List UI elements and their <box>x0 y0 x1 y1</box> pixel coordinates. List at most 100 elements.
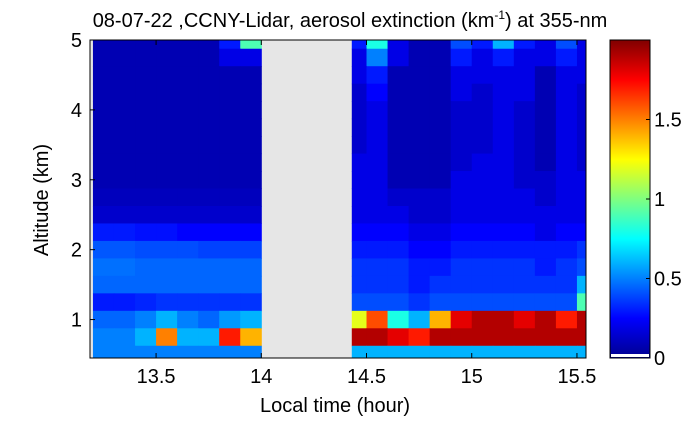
heatmap-cell <box>177 153 199 172</box>
heatmap-cell <box>177 328 199 347</box>
heatmap-cell <box>513 223 536 242</box>
heatmap-cell <box>240 275 262 294</box>
heatmap-cell <box>156 293 178 312</box>
heatmap-cell <box>156 48 178 67</box>
heatmap-cell <box>534 118 557 137</box>
heatmap-cell <box>156 275 178 294</box>
heatmap-cell <box>513 66 536 85</box>
heatmap-cell <box>576 205 586 224</box>
heatmap-cell <box>113 293 136 312</box>
heatmap-cell <box>471 40 494 50</box>
heatmap-cell <box>177 310 199 329</box>
heatmap-cell <box>471 310 494 329</box>
heatmap-cell <box>576 101 586 120</box>
heatmap-cell <box>177 118 199 137</box>
heatmap-cell <box>576 153 586 172</box>
plot-frame <box>89 39 587 359</box>
heatmap-cell <box>198 136 220 155</box>
heatmap-cell <box>351 40 368 50</box>
heatmap-cell <box>513 240 536 259</box>
heatmap-cell <box>408 205 431 224</box>
heatmap-cell <box>351 205 368 224</box>
heatmap-cell <box>156 118 178 137</box>
heatmap-cell <box>198 258 220 277</box>
heatmap-cell <box>156 101 178 120</box>
heatmap-cell <box>408 328 431 347</box>
colorbar-tick-label: 1 <box>654 189 665 211</box>
x-tick-label: 13.5 <box>137 366 176 388</box>
heatmap-cell <box>198 275 220 294</box>
heatmap-cell <box>555 188 578 207</box>
heatmap-cell <box>450 40 473 50</box>
heatmap-cell <box>240 293 262 312</box>
heatmap-cell <box>471 66 494 85</box>
heatmap-cell <box>450 205 473 224</box>
heatmap-cell <box>240 310 262 329</box>
x-tick-label: 14 <box>250 366 272 388</box>
heatmap-cell <box>135 153 157 172</box>
heatmap-cell <box>408 136 431 155</box>
heatmap-cell <box>198 223 220 242</box>
heatmap-cell <box>219 101 241 120</box>
x-tick-label: 15.5 <box>557 366 596 388</box>
heatmap-cell <box>92 275 115 294</box>
heatmap-cell <box>113 153 136 172</box>
heatmap-cell <box>492 153 515 172</box>
heatmap-cell <box>534 293 557 312</box>
heatmap-cell <box>450 171 473 190</box>
heatmap-cell <box>92 310 115 329</box>
heatmap-cell <box>450 66 473 85</box>
heatmap-cell <box>177 205 199 224</box>
heatmap-cell <box>156 136 178 155</box>
heatmap-cell <box>92 40 115 50</box>
heatmap-cell <box>92 345 115 358</box>
heatmap-cell <box>408 188 431 207</box>
heatmap-cell <box>366 66 389 85</box>
heatmap-cell <box>576 240 586 259</box>
heatmap-cell <box>429 310 452 329</box>
heatmap-cell <box>387 293 410 312</box>
heatmap-cell <box>113 40 136 50</box>
heatmap-cell <box>471 275 494 294</box>
heatmap-cell <box>198 83 220 102</box>
heatmap-cell <box>576 258 586 277</box>
heatmap-cell <box>513 118 536 137</box>
heatmap-cell <box>408 171 431 190</box>
heatmap-cell <box>366 345 389 358</box>
heatmap-cell <box>219 310 241 329</box>
heatmap-cell <box>555 240 578 259</box>
heatmap-cell <box>555 171 578 190</box>
heatmap-cell <box>240 83 262 102</box>
heatmap-cell <box>471 293 494 312</box>
heatmap-cell <box>576 328 586 347</box>
heatmap-cell <box>513 328 536 347</box>
heatmap-cell <box>240 171 262 190</box>
heatmap-cell <box>156 258 178 277</box>
heatmap-cell <box>135 48 157 67</box>
heatmap-cell <box>429 40 452 50</box>
heatmap-cell <box>429 66 452 85</box>
heatmap-cell <box>450 328 473 347</box>
heatmap-cell <box>135 205 157 224</box>
heatmap-cell <box>429 171 452 190</box>
heatmap-cell <box>387 153 410 172</box>
heatmap-cell <box>534 66 557 85</box>
heatmap-cell <box>198 40 220 50</box>
heatmap-cell <box>387 328 410 347</box>
colorbar-axis: 0 0.5 1 1.5 <box>646 110 682 370</box>
heatmap-cell <box>240 153 262 172</box>
heatmap-cell <box>534 310 557 329</box>
heatmap-cell <box>492 171 515 190</box>
heatmap-cell <box>471 258 494 277</box>
heatmap-cell <box>513 101 536 120</box>
heatmap-cell <box>351 328 368 347</box>
heatmap-cell <box>351 66 368 85</box>
heatmap-cell <box>408 240 431 259</box>
heatmap-cell <box>351 188 368 207</box>
heatmap-cell <box>366 240 389 259</box>
heatmap-cell <box>576 66 586 85</box>
heatmap-cell <box>198 188 220 207</box>
heatmap-cell <box>555 328 578 347</box>
heatmap-cell <box>156 223 178 242</box>
